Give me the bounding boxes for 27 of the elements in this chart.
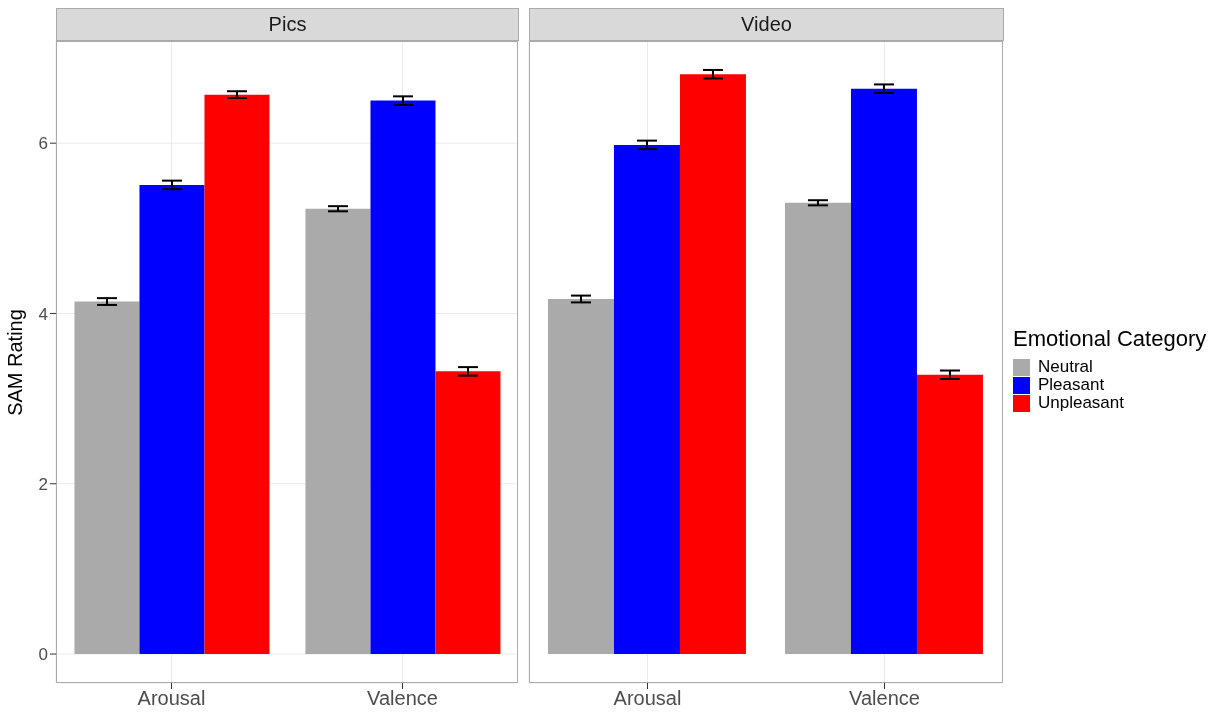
bar — [784, 202, 851, 655]
bar — [916, 374, 983, 655]
bar — [613, 144, 680, 655]
bar — [204, 94, 270, 655]
bar — [435, 371, 501, 655]
bar — [139, 184, 205, 655]
legend-title: Emotional Category — [1013, 326, 1207, 352]
bar — [74, 301, 140, 655]
chart-title: Video — [529, 8, 1004, 41]
bar — [679, 74, 746, 655]
y-axis-title: SAM Rating — [3, 308, 27, 416]
x-tick-label: Arousal — [613, 687, 682, 710]
legend-label: Neutral — [1038, 357, 1093, 377]
legend-label: Unpleasant — [1038, 393, 1125, 413]
y-tick-label: 2 — [38, 474, 48, 494]
y-tick-label: 6 — [38, 134, 48, 154]
y-tick-label: 4 — [38, 304, 48, 324]
bar — [850, 88, 917, 655]
bar — [305, 208, 371, 655]
chart-title: Pics — [56, 8, 519, 41]
x-tick-label: Arousal — [137, 687, 206, 710]
x-tick-label: Valence — [849, 687, 920, 710]
y-tick-label: 0 — [38, 645, 48, 665]
legend-label: Pleasant — [1038, 375, 1105, 395]
bar — [547, 298, 614, 655]
x-tick-label: Valence — [367, 687, 438, 710]
bar — [370, 100, 436, 655]
